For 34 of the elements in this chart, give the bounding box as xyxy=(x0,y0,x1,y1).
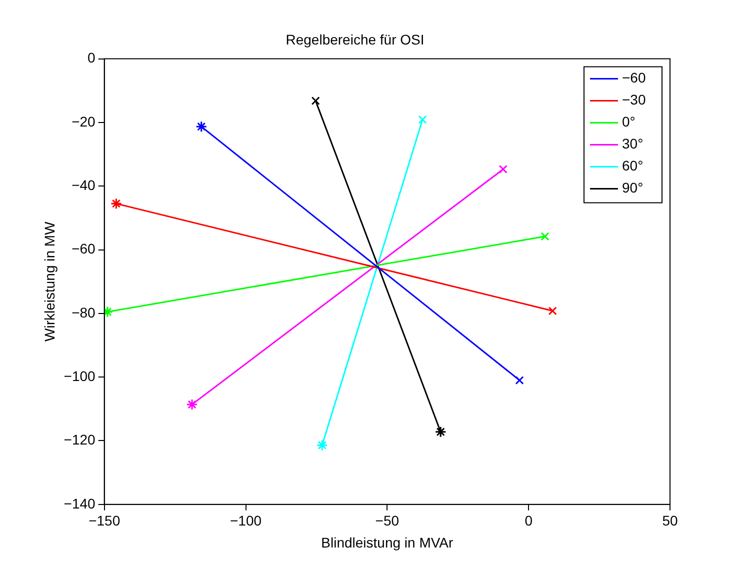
point xyxy=(186,398,198,410)
legend-label: 0° xyxy=(622,114,636,130)
legend-label: 60° xyxy=(622,158,644,174)
x-axis-title: Blindleistung in MVAr xyxy=(321,534,454,550)
x-tick-label: −50 xyxy=(375,512,400,529)
point xyxy=(418,115,427,124)
y-tick-label: 0 xyxy=(88,50,96,66)
y-tick-label: −140 xyxy=(64,495,96,512)
x-tick-label: −100 xyxy=(230,512,262,529)
point xyxy=(498,164,508,174)
point xyxy=(311,96,320,106)
point xyxy=(316,439,328,451)
point xyxy=(548,306,557,316)
point xyxy=(515,376,524,385)
legend-label: −30 xyxy=(622,92,646,108)
point xyxy=(196,120,208,132)
y-tick-label: −100 xyxy=(64,368,96,384)
legend-label: 90° xyxy=(622,180,644,196)
y-tick-label: −80 xyxy=(72,304,96,320)
y-axis-title: Wirkleistung in MW xyxy=(41,220,58,342)
point xyxy=(540,232,550,241)
point xyxy=(104,306,114,318)
x-tick-label: −150 xyxy=(88,512,120,529)
y-tick-label: −40 xyxy=(72,176,96,193)
x-tick-label: 50 xyxy=(662,512,678,529)
legend-label: −60 xyxy=(622,70,646,86)
y-tick-label: −20 xyxy=(72,113,96,130)
legend-label: 30° xyxy=(622,136,644,152)
x-tick-label: 0 xyxy=(524,512,533,529)
y-tick-label: −60 xyxy=(72,240,96,257)
y-tick-label: −120 xyxy=(64,432,96,448)
chart-title: Regelbereiche für OSI xyxy=(286,31,424,48)
point xyxy=(434,426,446,438)
point xyxy=(110,198,122,210)
